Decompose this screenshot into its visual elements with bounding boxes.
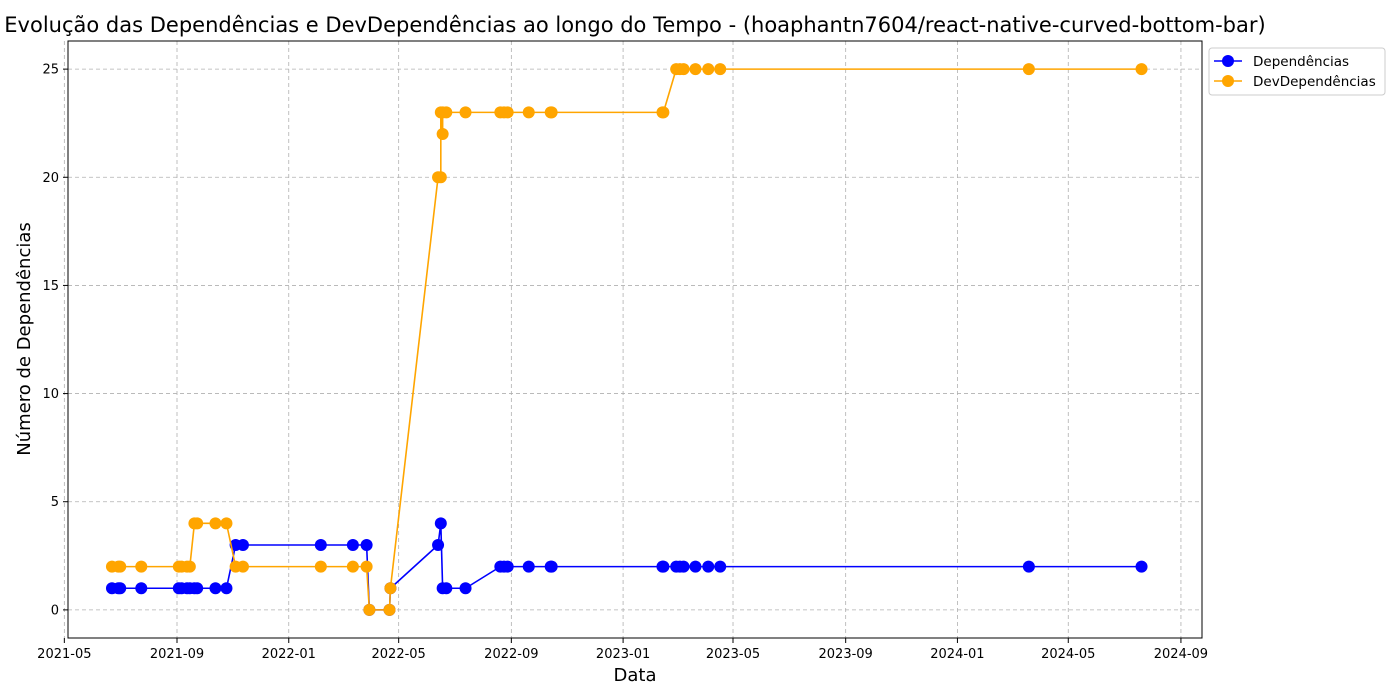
data-point [689, 560, 702, 573]
y-tick-label: 0 [51, 603, 59, 618]
x-tick-label: 2024-09 [1154, 647, 1208, 662]
legend-box [1208, 47, 1386, 96]
data-point [501, 560, 514, 573]
x-tick-label: 2024-05 [1041, 647, 1095, 662]
data-point [383, 603, 396, 616]
data-point [702, 63, 715, 76]
x-tick-label: 2022-05 [372, 647, 426, 662]
data-point [236, 560, 249, 573]
data-point [714, 560, 727, 573]
y-axis-ticks: 0 5 10 15 20 25 [42, 63, 68, 618]
data-point [657, 560, 670, 573]
x-tick-label: 2023-09 [819, 647, 873, 662]
y-tick-label: 25 [42, 63, 59, 78]
data-point [434, 171, 447, 184]
plot-series [105, 63, 1148, 616]
data-point [135, 582, 148, 595]
data-point [314, 560, 327, 573]
data-point [220, 517, 233, 530]
data-point [677, 63, 690, 76]
data-point [1022, 560, 1035, 573]
data-point [432, 538, 445, 551]
data-point [191, 582, 204, 595]
data-point [714, 63, 727, 76]
data-point [522, 106, 535, 119]
data-point [677, 560, 690, 573]
data-point [459, 582, 472, 595]
data-point [702, 560, 715, 573]
x-tick-label: 2021-05 [37, 647, 91, 662]
data-point [1022, 63, 1035, 76]
data-point [689, 63, 702, 76]
data-point [436, 128, 449, 141]
data-point [314, 538, 327, 551]
data-point [545, 560, 558, 573]
x-tick-label: 2021-09 [150, 647, 204, 662]
series-devdependencias [105, 63, 1148, 616]
legend-marker-dependencias [1222, 55, 1234, 67]
data-point [114, 582, 127, 595]
legend-label-dependencias: Dependências [1253, 54, 1349, 70]
data-point [440, 106, 453, 119]
data-point [1135, 560, 1148, 573]
data-point [360, 538, 373, 551]
data-point [183, 560, 196, 573]
x-axis-label: Data [614, 665, 657, 686]
data-point [209, 582, 222, 595]
data-point [346, 538, 359, 551]
data-point [346, 560, 359, 573]
legend-entry-devdependencias: DevDependências [1214, 74, 1376, 90]
x-tick-label: 2023-05 [706, 647, 760, 662]
data-point [501, 106, 514, 119]
data-point [434, 517, 447, 530]
legend-entry-dependencias: Dependências [1214, 54, 1349, 70]
data-point [360, 560, 373, 573]
grid [63, 41, 1202, 638]
data-point [657, 106, 670, 119]
data-point [459, 106, 472, 119]
legend-label-devdependencias: DevDependências [1253, 74, 1376, 90]
data-point [209, 517, 222, 530]
y-tick-label: 15 [42, 279, 59, 294]
series-line [111, 68, 1142, 611]
data-point [135, 560, 148, 573]
y-tick-label: 20 [42, 171, 59, 186]
data-point [1135, 63, 1148, 76]
data-point [545, 106, 558, 119]
data-point [522, 560, 535, 573]
data-point [384, 582, 397, 595]
plot-frame [67, 40, 1203, 639]
y-tick-label: 10 [42, 387, 59, 402]
chart-title: Evolução das Dependências e DevDependênc… [4, 13, 1265, 37]
data-point [191, 517, 204, 530]
y-axis-label: Número de Dependências [14, 222, 35, 456]
x-tick-label: 2023-01 [596, 647, 650, 662]
data-point [236, 538, 249, 551]
x-tick-label: 2022-01 [262, 647, 316, 662]
y-tick-label: 5 [51, 495, 59, 510]
x-tick-label: 2024-01 [930, 647, 984, 662]
legend-marker-devdependencias [1222, 75, 1234, 87]
data-point [363, 603, 376, 616]
x-tick-label: 2022-09 [484, 647, 538, 662]
x-axis-ticks: 2021-05 2021-09 2022-01 2022-05 2022-09 2023-… [37, 638, 1208, 662]
data-point [114, 560, 127, 573]
data-point [440, 582, 453, 595]
legend: Dependências DevDependências [1208, 47, 1386, 96]
data-point [220, 582, 233, 595]
